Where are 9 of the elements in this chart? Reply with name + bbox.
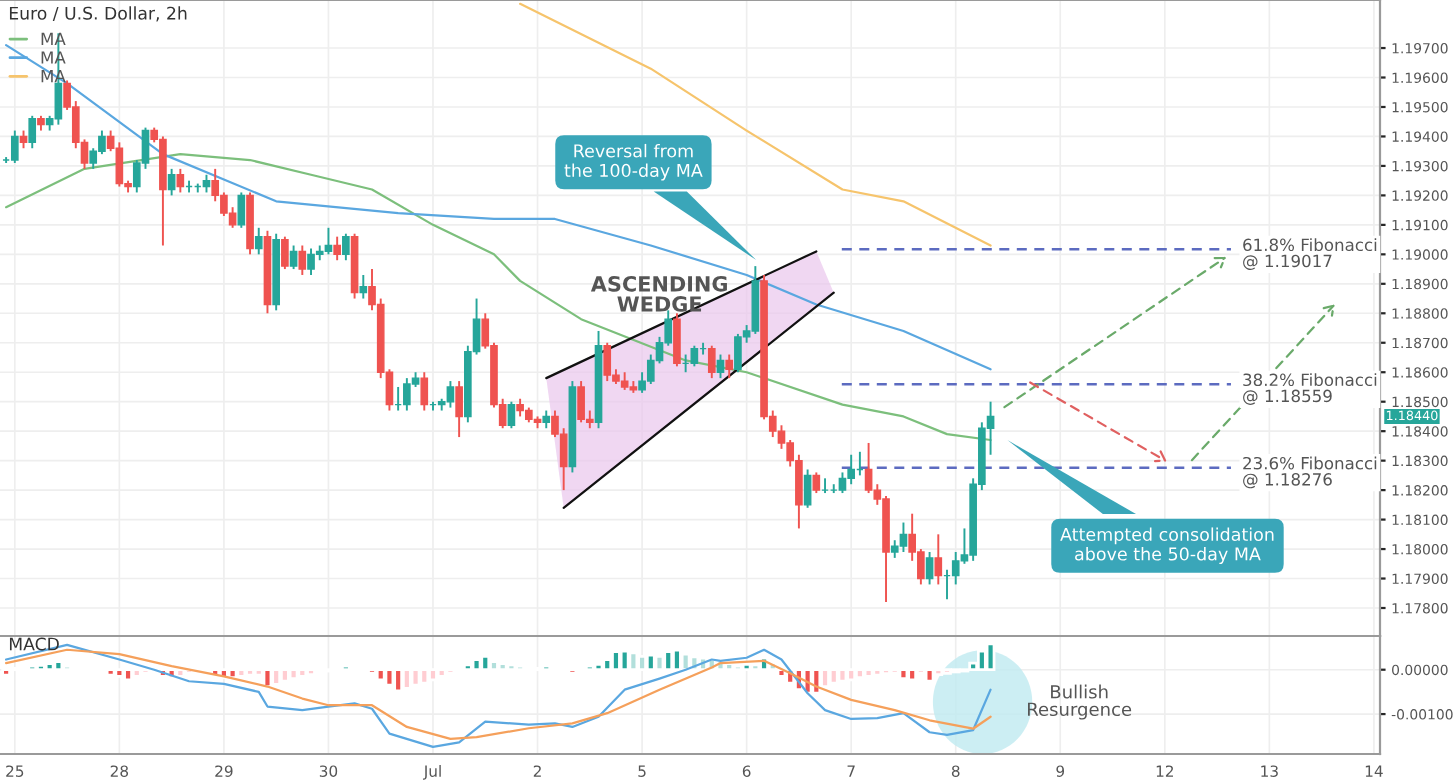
annotation: Reversal from the 100-day MA bbox=[564, 143, 703, 181]
ref-line-label: 38.2% Fibonacci @ 1.18559 bbox=[1243, 373, 1377, 405]
annotation: Bullish Resurgence bbox=[1028, 684, 1132, 720]
ref-line-label: 23.6% Fibonacci @ 1.18276 bbox=[1243, 456, 1377, 489]
ref-line-label: 61.8% Fibonacci @ 1.19017 bbox=[1243, 238, 1377, 270]
chart-title: MACD bbox=[9, 637, 59, 651]
chart-title: Euro / U.S. Dollar, 2h bbox=[9, 6, 187, 22]
annotation: ASCENDING WEDGE bbox=[590, 275, 727, 312]
annotation: Attempted consolidation above the 50-day MA bbox=[1060, 527, 1274, 564]
